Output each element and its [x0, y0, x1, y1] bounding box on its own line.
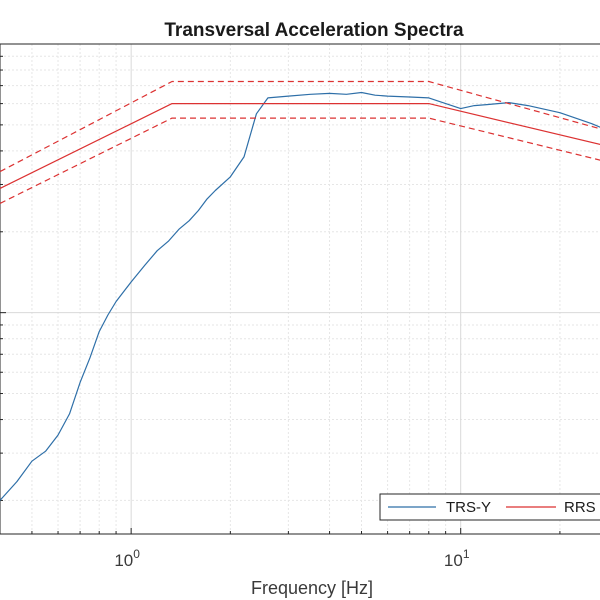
series-line-rrs [0, 102, 600, 189]
chart-title: Transversal Acceleration Spectra [164, 20, 464, 41]
legend-label-trs-y: TRS-Y [446, 499, 491, 516]
x-tick-label-exponent: 0 [133, 547, 140, 561]
legend-label-rrs: RRS [564, 499, 596, 516]
x-tick-label-exponent: 1 [463, 547, 470, 561]
series-layer [0, 80, 600, 501]
series-line-rrs-tolerance-2 [0, 80, 600, 173]
minor-grid [0, 44, 600, 534]
series-line-trs-y [0, 91, 600, 501]
legend: TRS-Y RRS [379, 493, 600, 521]
x-axis-label: Frequency [Hz] [251, 578, 373, 598]
major-grid [0, 43, 600, 534]
plot-frame [0, 43, 600, 535]
x-tick-label: 101 [444, 547, 470, 570]
x-tick-label: 100 [114, 547, 140, 570]
series-line-rrs-tolerance-3 [0, 117, 600, 204]
